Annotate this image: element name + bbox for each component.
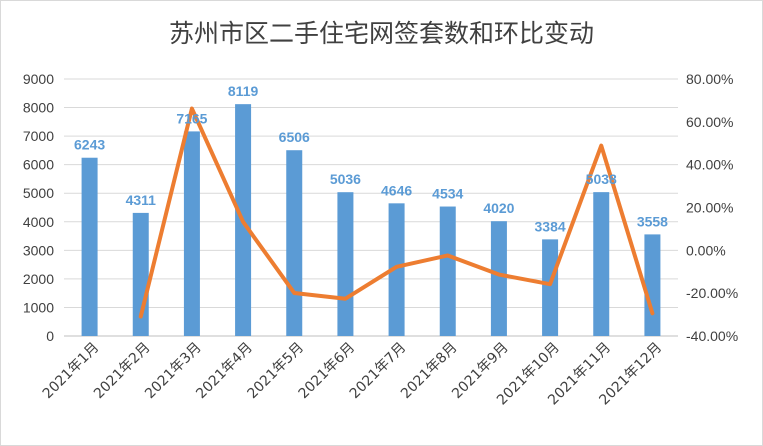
bar-data-label: 4020 — [483, 200, 514, 216]
left-tick-label: 5000 — [23, 185, 54, 201]
bar — [81, 157, 98, 336]
line-point — [651, 312, 653, 314]
data-labels: 6243 4311 7165 8119 6506 5036 4646 4534 4020 3384… — [74, 83, 668, 234]
line-point — [293, 292, 295, 294]
bar — [337, 192, 354, 336]
bar — [490, 221, 507, 336]
bar — [439, 206, 456, 336]
x-axis: 2021年1月2021年2月2021年3月2021年4月2021年5月2021年… — [40, 340, 665, 409]
bar — [542, 239, 559, 336]
line-point — [140, 316, 142, 318]
line-point — [549, 283, 551, 285]
bar-data-label: 8119 — [228, 83, 259, 99]
chart-title: 苏州市区二手住宅网签套数和环比变动 — [168, 19, 594, 48]
line-point — [344, 298, 346, 300]
line-series — [138, 106, 655, 319]
left-tick-label: 2000 — [23, 271, 54, 287]
right-tick-label: 40.00% — [686, 157, 733, 173]
right-tick-label: 80.00% — [686, 71, 733, 87]
bar-data-label: 6243 — [74, 137, 105, 153]
line-point — [191, 108, 193, 110]
right-tick-label: 60.00% — [686, 114, 733, 130]
left-tick-label: 7000 — [23, 128, 54, 144]
line-point — [498, 274, 500, 276]
left-tick-label: 9000 — [23, 71, 54, 87]
bar-series — [81, 104, 661, 337]
left-tick-label: 8000 — [23, 100, 54, 116]
bar-data-label: 6506 — [279, 129, 310, 145]
right-tick-label: 20.00% — [686, 200, 733, 216]
bar-data-label: 3384 — [535, 218, 566, 234]
bar-data-label: 7165 — [176, 110, 207, 126]
left-tick-label: 4000 — [23, 214, 54, 230]
bar — [183, 131, 200, 336]
bar-data-label: 5036 — [330, 171, 361, 187]
bar-data-label: 3558 — [637, 213, 668, 229]
bar-data-label: 4311 — [126, 192, 157, 208]
right-axis: -40.00% -20.00% 0.00% 20.00% 40.00% 60.00% 80.… — [686, 71, 738, 344]
right-tick-label: -40.00% — [686, 328, 738, 344]
left-tick-label: 1000 — [23, 299, 54, 315]
line-point — [447, 254, 449, 256]
right-tick-label: 0.00% — [686, 242, 726, 258]
bar — [593, 192, 610, 336]
line-point — [600, 145, 602, 147]
left-axis: 0 1000 2000 3000 4000 5000 6000 7000 8000 9000 — [23, 71, 54, 344]
gridlines — [64, 78, 678, 337]
bar-data-label: 5038 — [586, 171, 617, 187]
bar — [644, 234, 661, 336]
bar — [286, 150, 303, 336]
line-point — [242, 221, 244, 223]
bar-data-label: 4646 — [381, 182, 412, 198]
left-tick-label: 0 — [46, 328, 54, 344]
left-tick-label: 6000 — [23, 157, 54, 173]
bar — [388, 203, 405, 336]
bar-data-label: 4534 — [432, 186, 463, 202]
right-tick-label: -20.00% — [686, 285, 738, 301]
left-tick-label: 3000 — [23, 242, 54, 258]
line-point — [396, 266, 398, 268]
